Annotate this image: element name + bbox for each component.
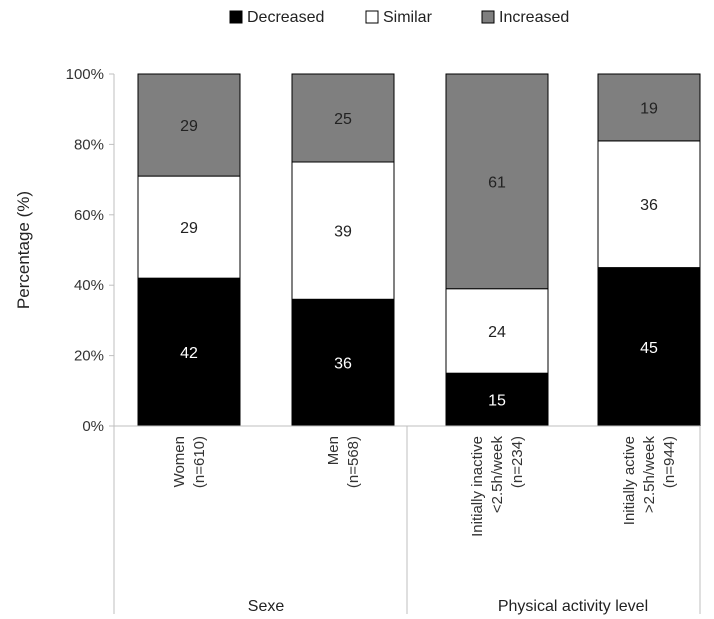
legend: Decreased Similar Increased [229,9,569,26]
bar-segment-similar [445,288,549,374]
data-label-similar: 36 [640,197,658,214]
x-category-label-line: <2.5h/week [489,436,506,514]
x-category-label-line: Women [171,436,188,487]
bar-segment-similar [137,175,241,279]
x-category-label-line: Initially active [621,436,638,525]
y-tick-label: 60% [74,207,104,224]
data-label-increased: 25 [334,111,352,128]
bar-segment-decreased [445,372,549,427]
y-axis-title: Percentage (%) [14,191,33,309]
data-label-similar: 29 [180,220,198,237]
y-tick-label: 40% [74,277,104,294]
x-category-label-line: (n=234) [509,436,526,488]
x-axis: Women (n=610) Men (n=568) Initially inactive… [113,425,701,615]
x-group-label: Sexe [248,598,285,615]
bar-segment-increased [597,73,701,142]
bar-segment-similar [597,140,701,269]
legend-label-similar: Similar [383,9,433,26]
data-label-increased: 61 [488,174,506,191]
x-category-label-line: Initially inactive [469,436,486,537]
bar-segment-increased [445,73,549,290]
legend-swatch-similar [365,10,379,24]
x-category-label: Initially active >2.5h/week (n=944) [621,436,678,526]
x-group-label: Physical activity level [498,598,648,615]
legend-swatch-increased [481,10,495,24]
x-category-label-line: (n=568) [345,436,362,488]
bar-segment-increased [291,73,395,163]
x-category-label: Initially inactive <2.5h/week (n=234) [469,436,526,537]
data-label-similar: 24 [488,324,506,341]
x-category-label: Women (n=610) [171,436,208,488]
y-tick-label: 80% [74,136,104,153]
bars: 42 29 29 36 39 25 15 24 61 45 36 19 [137,73,701,427]
legend-swatch-decreased [229,10,243,24]
data-label-decreased: 15 [488,393,506,410]
y-tick-label: 100% [66,66,104,83]
bar-segment-similar [291,161,395,300]
data-label-decreased: 45 [640,340,658,357]
y-tick-label: 0% [82,418,104,435]
data-label-increased: 29 [180,118,198,135]
data-label-decreased: 36 [334,356,352,373]
data-label-similar: 39 [334,224,352,241]
y-tick-label: 20% [74,348,104,365]
data-label-increased: 19 [640,100,658,117]
x-category-label: Men (n=568) [325,436,362,488]
x-category-label-line: Men [325,436,342,465]
bar-segment-decreased [291,298,395,427]
legend-label-increased: Increased [499,9,569,26]
x-category-label-line: (n=944) [661,436,678,488]
bar-segment-increased [137,73,241,177]
x-category-label-line: >2.5h/week [641,436,658,514]
data-label-decreased: 42 [180,345,198,362]
x-category-label-line: (n=610) [191,436,208,488]
bar-segment-decreased [597,267,701,427]
y-axis: 0% 20% 40% 60% 80% 100% Percentage (%) [14,66,115,435]
legend-label-decreased: Decreased [247,9,324,26]
